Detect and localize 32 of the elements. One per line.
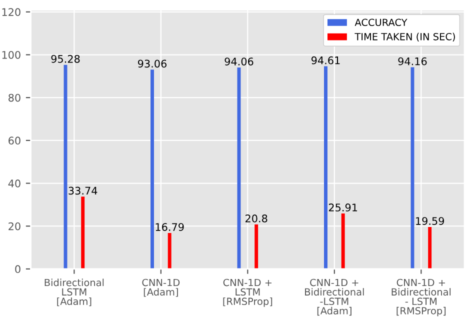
x-tick-label: CNN-1D [Adam] (142, 278, 180, 297)
x-tick-label: CNN-1D + LSTM [RMSProp] (223, 278, 272, 307)
y-tick-label: 80 (8, 94, 20, 102)
y-tick-label: 40 (8, 180, 20, 188)
legend-label: ACCURACY (354, 18, 408, 26)
data-label: 95.28 (51, 54, 80, 63)
bar (428, 226, 432, 269)
bar (150, 70, 154, 269)
data-label: 94.06 (224, 58, 254, 66)
data-label: 94.61 (311, 56, 340, 64)
data-label: 93.06 (138, 60, 167, 68)
x-tick-label: CNN-1D + Bidirectional - LSTM [RMSProp] (392, 278, 451, 316)
data-label: 94.16 (398, 57, 427, 66)
bar (341, 213, 345, 269)
y-tick-label: 20 (8, 222, 20, 230)
x-tick-label: CNN-1D + Bidirectional -LSTM [Adam] (305, 278, 364, 316)
data-label: 19.59 (416, 217, 444, 225)
y-tick-label: 120 (2, 8, 20, 16)
bar (168, 232, 172, 269)
legend-label: TIME TAKEN (IN SEC) (354, 32, 455, 42)
bar (81, 196, 85, 269)
y-tick-label: 100 (2, 50, 20, 59)
data-label: 25.91 (328, 204, 358, 212)
y-tick-label: 60 (8, 136, 20, 145)
data-label: 33.74 (68, 186, 98, 195)
data-label: 20.8 (246, 214, 268, 222)
bar (324, 66, 328, 269)
y-tick-label: 0 (15, 265, 20, 274)
bar (254, 224, 258, 269)
bar (410, 67, 414, 269)
data-label: 16.79 (156, 223, 184, 231)
x-tick-label: Bidirectional LSTM [Adam] (44, 278, 104, 306)
